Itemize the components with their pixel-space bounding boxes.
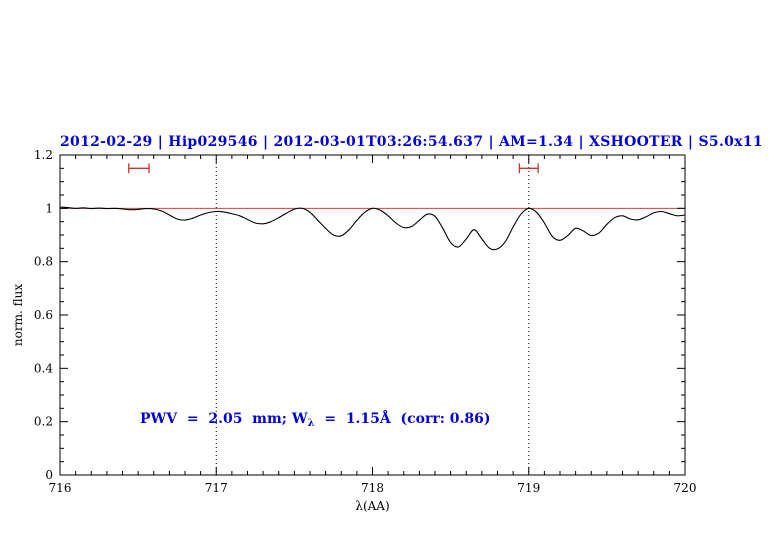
x-tick-label: 719 [517,481,540,495]
pwv-annotation-prefix: PWV = 2.05 mm; W [140,411,308,427]
y-tick-label: 0.6 [34,308,53,322]
plot-title: 2012-02-29 | Hip029546 | 2012-03-01T03:2… [60,134,763,150]
x-tick-label: 716 [49,481,72,495]
y-axis-label: norm. flux [11,283,25,347]
y-tick-label: 0.8 [34,255,53,269]
x-tick-label: 717 [205,481,228,495]
y-tick-label: 1.2 [34,148,53,162]
line-range-marker [518,163,539,174]
pwv-annotation-suffix: = 1.15Å (corr: 0.86) [314,411,491,427]
x-tick-label: 720 [674,481,697,495]
axis-ticks [59,154,686,476]
x-axis-label: λ(AA) [355,499,390,513]
y-tick-label: 0 [45,468,53,482]
line-range-marker [128,163,150,174]
y-tick-label: 0.2 [34,415,53,429]
y-tick-label: 0.4 [34,361,53,375]
x-tick-label: 718 [361,481,384,495]
pwv-annotation: PWV = 2.05 mm; Wλ = 1.15Å (corr: 0.86) [140,411,491,429]
lambda-subscript: λ [307,418,315,429]
spectrum-line [59,206,686,251]
y-tick-label: 1 [45,201,53,215]
